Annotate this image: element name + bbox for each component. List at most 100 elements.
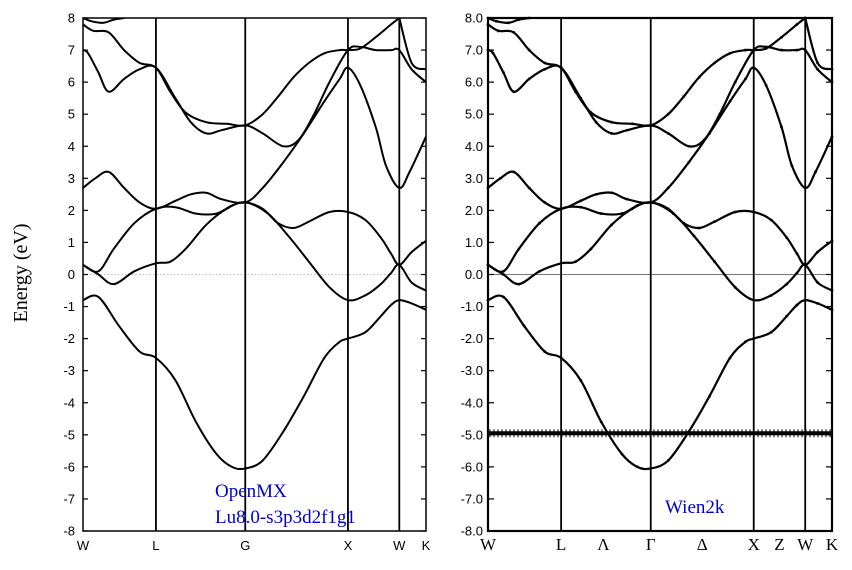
band-point-marker xyxy=(666,207,670,211)
y-tick-label: 5.0 xyxy=(465,107,483,122)
x-tick-label: Λ xyxy=(597,535,610,554)
x-tick-label: W xyxy=(77,538,90,553)
band-point-marker xyxy=(682,95,686,98)
band-point-marker xyxy=(649,200,653,204)
band-point-marker xyxy=(816,61,819,65)
y-tick-label: 4.0 xyxy=(465,139,483,154)
band-point-marker xyxy=(795,23,799,26)
band-point-marker xyxy=(649,467,653,470)
band-point-marker xyxy=(610,223,613,227)
band-point-marker xyxy=(733,80,737,84)
y-tick-label: -3.0 xyxy=(461,363,483,378)
y-tick-label: -4 xyxy=(63,395,75,410)
band-point-marker xyxy=(538,221,541,225)
band-point-marker xyxy=(527,77,531,81)
band-point-marker xyxy=(527,186,531,190)
band-point-marker xyxy=(527,48,531,52)
band-point-marker xyxy=(687,160,691,164)
y-tick-label: 0.0 xyxy=(465,267,483,282)
band-point-marker xyxy=(559,207,563,211)
band-point-marker xyxy=(752,48,756,52)
x-tick-label: W xyxy=(393,538,406,553)
band-line xyxy=(488,294,832,471)
band-point-marker xyxy=(579,96,583,100)
band-point-marker xyxy=(692,234,696,238)
band-point-marker xyxy=(512,31,516,34)
y-tick-label: 0 xyxy=(68,267,75,282)
band-point-marker xyxy=(687,430,691,434)
band-point-marker xyxy=(785,236,789,240)
x-tick-label: L xyxy=(152,538,159,553)
band-point-marker xyxy=(630,122,634,126)
band-point-marker xyxy=(697,226,701,230)
band-point-marker xyxy=(543,200,547,204)
band-point-marker xyxy=(610,191,613,195)
band-point-marker xyxy=(769,293,773,297)
band-point-marker xyxy=(816,301,819,305)
band-point-marker xyxy=(666,112,670,116)
y-tick-label: -5.0 xyxy=(461,427,483,442)
band-point-marker xyxy=(744,77,747,81)
band-line xyxy=(488,18,806,127)
y-tick-label: -6.0 xyxy=(461,459,483,474)
band-point-marker xyxy=(666,132,670,135)
x-tick-label: W xyxy=(480,535,497,554)
band-point-marker xyxy=(728,51,732,55)
x-tick-label: K xyxy=(422,538,431,553)
band-point-marker xyxy=(502,269,505,273)
band-point-marker xyxy=(713,260,716,264)
band-point-marker xyxy=(728,356,732,360)
band-line xyxy=(398,18,426,71)
band-point-marker xyxy=(599,212,603,215)
x-tick-label: X xyxy=(344,538,353,553)
band-point-marker xyxy=(574,260,577,264)
band-point-marker xyxy=(671,212,675,215)
band-point-marker xyxy=(610,120,613,124)
y-tick-label: -7 xyxy=(63,491,75,506)
y-tick-label: 1.0 xyxy=(465,235,483,250)
band-point-marker xyxy=(538,269,541,273)
y-tick-label: -8 xyxy=(63,524,75,539)
band-line xyxy=(83,201,426,302)
band-point-marker xyxy=(803,263,807,267)
band-point-marker xyxy=(579,199,583,203)
band-point-marker xyxy=(769,330,773,334)
y-tick-label: 8 xyxy=(68,11,75,26)
band-point-marker xyxy=(589,247,593,251)
y-axis-label: Energy (eV) xyxy=(10,223,32,322)
band-point-marker xyxy=(795,252,799,256)
y-tick-label: 6.0 xyxy=(465,75,483,90)
band-point-marker xyxy=(752,210,756,214)
band-line xyxy=(83,201,426,273)
band-point-marker xyxy=(559,66,563,70)
band-point-marker xyxy=(579,378,583,382)
band-point-marker xyxy=(502,71,505,74)
band-point-marker xyxy=(785,314,789,318)
band-point-marker xyxy=(589,111,593,114)
band-point-marker xyxy=(512,170,516,174)
band-point-marker xyxy=(543,67,547,71)
band-point-marker xyxy=(733,210,737,214)
band-point-marker xyxy=(785,282,789,286)
band-point-marker xyxy=(728,99,732,103)
band-point-marker xyxy=(666,459,670,462)
band-point-marker xyxy=(507,21,510,25)
y-tick-label: 4 xyxy=(68,139,75,154)
y-tick-label: -1.0 xyxy=(461,299,483,314)
band-point-marker xyxy=(594,192,598,196)
y-tick-label: 5 xyxy=(68,107,75,122)
band-point-marker xyxy=(687,144,691,148)
band-point-marker xyxy=(816,67,819,71)
band-line xyxy=(488,201,832,302)
x-tick-label: L xyxy=(556,535,566,554)
band-point-marker xyxy=(666,186,670,190)
band-point-marker xyxy=(697,75,701,79)
band-point-marker xyxy=(522,324,526,328)
x-tick-label: K xyxy=(826,535,839,554)
y-tick-label: 1 xyxy=(68,235,75,250)
band-point-marker xyxy=(543,350,547,353)
band-point-marker xyxy=(625,197,629,201)
band-point-marker xyxy=(630,207,634,211)
